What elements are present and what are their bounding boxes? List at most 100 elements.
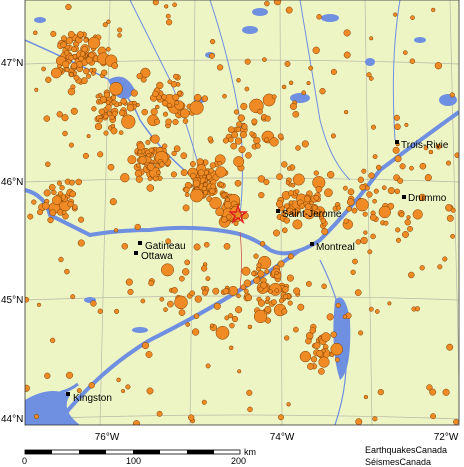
earthquake: [278, 298, 285, 304]
earthquake: [241, 123, 248, 130]
earthquake: [171, 150, 177, 157]
earthquake: [235, 306, 243, 314]
earthquake: [369, 36, 374, 41]
earthquake: [107, 163, 115, 171]
earthquake: [221, 192, 227, 198]
earthquake: [423, 145, 429, 151]
earthquake: [86, 73, 92, 79]
earthquake: [321, 228, 329, 236]
earthquake: [201, 186, 207, 192]
earthquake: [372, 198, 377, 204]
earthquake: [178, 309, 186, 316]
earthquake: [253, 253, 259, 259]
earthquake: [77, 239, 85, 247]
city-label: Ottawa: [141, 251, 173, 262]
earthquake: [315, 185, 323, 193]
earthquake: [397, 177, 404, 184]
earthquake: [327, 171, 335, 179]
earthquake: [98, 118, 103, 123]
earthquake: [378, 205, 391, 219]
earthquake: [231, 131, 239, 139]
earthquake: [368, 172, 375, 179]
earthquake: [136, 142, 145, 151]
earthquake: [90, 300, 97, 307]
earthquake: [355, 198, 369, 212]
earthquake: [343, 109, 349, 115]
earthquake: [281, 308, 288, 315]
earthquake: [179, 108, 190, 119]
earthquake: [137, 149, 143, 155]
earthquake: [220, 216, 228, 223]
earthquake: [185, 322, 191, 327]
earthquake: [313, 194, 320, 201]
earthquake: [25, 296, 30, 303]
earthquake: [244, 58, 251, 65]
earthquake: [286, 207, 294, 215]
earthquake: [110, 127, 118, 135]
earthquake: [286, 166, 292, 171]
earthquake: [224, 315, 230, 321]
earthquake: [209, 162, 216, 169]
earthquake: [132, 420, 141, 425]
city-label: Gatineau: [145, 241, 186, 252]
earthquake: [49, 209, 57, 217]
latitude-labels: 47°N 46°N 45°N 44°N: [1, 58, 23, 425]
earthquake: [330, 331, 337, 338]
earthquake: [188, 414, 195, 421]
earthquakes: [25, 0, 459, 425]
earthquake: [75, 178, 82, 186]
earthquake: [237, 114, 245, 122]
earthquake: [98, 108, 105, 115]
earthquake: [203, 182, 208, 187]
earthquake: [91, 106, 97, 112]
earthquake: [215, 325, 230, 340]
earthquake: [377, 388, 384, 396]
earthquake: [234, 137, 242, 145]
earthquake: [170, 171, 177, 178]
earthquake: [301, 140, 309, 148]
map-layer: Kingston Ottawa Gatineau Saint-Jerome Mo…: [25, 0, 459, 425]
lon-label: 72°W: [434, 432, 459, 443]
earthquake: [308, 65, 314, 71]
earthquake: [343, 29, 351, 37]
earthquake: [111, 110, 118, 117]
earthquake: [49, 337, 56, 344]
earthquake: [193, 313, 200, 319]
earthquake: [166, 102, 172, 108]
earthquake: [264, 269, 270, 275]
scale-label: 100: [126, 456, 141, 466]
earthquake: [138, 156, 147, 165]
earthquake: [106, 19, 111, 24]
earthquake: [52, 195, 62, 206]
earthquake: [64, 268, 70, 275]
earthquake: [140, 298, 146, 304]
earthquake: [402, 231, 409, 238]
earthquake: [103, 91, 111, 99]
earthquake: [375, 164, 382, 171]
earthquake: [299, 350, 312, 363]
earthquake: [363, 394, 369, 400]
earthquake: [99, 95, 107, 103]
earthquake: [152, 175, 159, 182]
earthquake: [165, 19, 173, 26]
credit: SéismesCanada: [365, 457, 431, 467]
earthquake: [68, 142, 74, 148]
earthquake: [146, 184, 155, 192]
lat-label: 45°N: [1, 295, 23, 306]
earthquake: [246, 389, 253, 396]
earthquake: [237, 369, 242, 374]
epicenter-star: [227, 203, 249, 225]
earthquake: [135, 102, 140, 107]
earthquake: [71, 46, 77, 53]
earthquake: [445, 160, 452, 166]
earthquake: [290, 182, 296, 188]
earthquake: [251, 270, 257, 277]
earthquake: [148, 147, 154, 153]
earthquake: [136, 73, 143, 80]
earthquake: [358, 330, 364, 336]
earthquake: [410, 15, 415, 21]
earthquake: [321, 283, 327, 290]
earthquake: [62, 130, 68, 137]
earthquake: [156, 170, 161, 175]
